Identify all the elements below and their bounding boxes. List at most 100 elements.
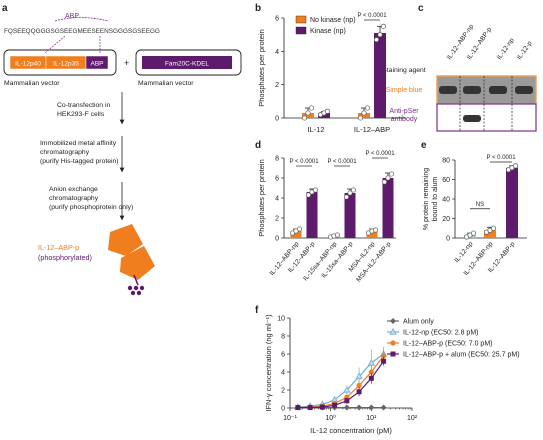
panel-b-legend-label-1: Kinase (np) xyxy=(310,28,346,35)
panel-e-letter: e xyxy=(421,140,427,151)
panel-e-0-point-2 xyxy=(470,230,477,236)
panel-f-point-3-7 xyxy=(381,358,387,364)
panel-b-ytick-label: 2 xyxy=(275,82,279,89)
phosphate-dot-2 xyxy=(139,285,145,291)
panel-b-0-1-point-2 xyxy=(324,108,331,114)
panel-e-ytick-label: 40 xyxy=(442,197,450,204)
phosphate-dot-1 xyxy=(133,285,139,291)
panel-f-legend-label-2: IL-12–ABP-p (EC50: 7.0 pM) xyxy=(403,341,493,348)
gel-band-row2-p xyxy=(463,115,481,122)
panel-b-1-1-point-1 xyxy=(377,32,383,38)
phosphate-dot-0 xyxy=(127,285,133,291)
panel-d-bar-4 xyxy=(366,231,378,238)
panel-d-2-point-2 xyxy=(334,232,341,238)
panel-d-0-pvalue: P < 0.0001 xyxy=(289,159,319,165)
abp-bracket xyxy=(54,17,109,22)
gel-band-row1-0 xyxy=(439,86,457,94)
panel-f-point-2-5 xyxy=(356,382,362,389)
panel-d-bar-0 xyxy=(290,231,302,238)
construct-block-label-1: IL-12p35 xyxy=(53,61,79,68)
panel-f-point-3-3 xyxy=(332,402,338,408)
panel-b-0-0-point-1 xyxy=(305,110,311,116)
panel-b-bar-1-1 xyxy=(374,33,386,118)
panel-d-5-point-0 xyxy=(381,179,388,185)
panel-b-1-1-point-2 xyxy=(380,23,387,29)
panel-c-letter: c xyxy=(418,3,424,14)
panel-b-legend-label-0: No kinase (np) xyxy=(310,17,356,24)
product-orange-subunit xyxy=(108,224,143,256)
panel-f-xlabel: IL-12 concentration (pM) xyxy=(310,426,392,435)
panel-f-point-2-7 xyxy=(380,353,387,359)
panel-f-legend-marker-2 xyxy=(390,340,396,346)
gel-row1-label: Simple blue xyxy=(386,87,423,94)
gel-lane-label-2: IL-12-np xyxy=(496,37,516,61)
gel-row2-box xyxy=(436,103,537,132)
vector1-label: Mammalian vector xyxy=(4,80,60,87)
panel-f-point-1-4 xyxy=(343,385,351,393)
panel-f-point-3-2 xyxy=(319,404,325,410)
panel-f-xtick-label: 10¹ xyxy=(366,415,377,422)
staining-label: Staining agent xyxy=(382,67,426,74)
panel-e-ylabel: bound to alum xyxy=(432,177,439,222)
panel-e-1-point-2 xyxy=(490,225,497,231)
panel-d-0-point-2 xyxy=(296,226,303,232)
product-name: IL-12–ABP-p xyxy=(38,243,79,252)
panel-d-5-point-1 xyxy=(385,175,391,181)
panel-e-ns-pvalue: NS xyxy=(476,202,484,208)
construct-block-label-2: ABP xyxy=(90,61,103,68)
panel-d-4-point-2 xyxy=(372,227,379,233)
panel-f-legend-label-0: Alum only xyxy=(403,319,434,326)
panel-d-bar-3 xyxy=(344,193,356,238)
panel-f-point-0-6 xyxy=(368,404,375,411)
construct-block-label-0: IL-12p40 xyxy=(15,61,41,68)
panel-b-0-0-point-0 xyxy=(301,115,308,121)
gel-band-row1-3 xyxy=(515,86,533,94)
step1-text: Co-transfection in xyxy=(57,102,110,109)
panel-d-3-point-1 xyxy=(347,190,353,196)
panel-f-legend-label-3: IL-12–ABP-p + alum (EC50: 25.7 pM) xyxy=(403,352,520,359)
panel-f-point-3-4 xyxy=(344,398,350,404)
panel-f-point-0-4 xyxy=(343,404,350,411)
phosphate-dot-3 xyxy=(130,290,136,296)
panel-d-1-pvalue: P < 0.0001 xyxy=(327,159,357,165)
panel-a-letter: a xyxy=(2,3,8,14)
panel-f-xtick-label: 10⁻¹ xyxy=(283,415,297,422)
panel-b-ytick-label: 6 xyxy=(275,16,279,23)
step2-text: chromatography xyxy=(40,149,90,156)
panel-e-bar-1 xyxy=(484,230,496,238)
panel-d-ytick-label: 8 xyxy=(275,156,279,163)
panel-b-1-0-point-0 xyxy=(357,115,364,121)
panel-f-legend-label-1: IL-12-np (EC50: 2.8 pM) xyxy=(403,330,478,337)
panel-f-ytick-label: 4 xyxy=(281,370,285,377)
product-abp-tail xyxy=(133,274,139,286)
panel-b-ytick-label: 0 xyxy=(275,116,279,123)
panel-f-letter: f xyxy=(255,305,259,316)
panel-b-1-0-point-2 xyxy=(364,105,371,111)
panel-f-legend-marker-1 xyxy=(389,327,397,335)
panel-b-0-0-point-2 xyxy=(308,105,315,111)
panel-e-ytick-label: 80 xyxy=(442,158,450,165)
step3-text: (purify phosphoprotein only) xyxy=(49,204,133,211)
panel-e-ytick-label: 60 xyxy=(442,177,450,184)
panel-e-ytick-label: 0 xyxy=(446,236,450,243)
panel-f-point-0-5 xyxy=(356,404,363,411)
panel-e-ytick-label: 20 xyxy=(442,216,450,223)
panel-d-3-point-2 xyxy=(350,187,357,193)
panel-f-point-0-7 xyxy=(380,404,387,411)
gel-row2-label: antibody xyxy=(391,116,418,123)
panel-f-xtick-label: 10⁰ xyxy=(325,414,336,422)
panel-f-legend-marker-3 xyxy=(390,351,396,357)
panel-f-legend-marker-0 xyxy=(390,318,396,324)
panel-b-1-1-point-0 xyxy=(373,37,380,43)
plus-sign: + xyxy=(124,58,129,68)
panel-d-ylabel: Phosphates per protein xyxy=(257,159,266,237)
step1-text: HEK293-F cells xyxy=(57,111,105,118)
gel-band-row1-1 xyxy=(463,86,481,94)
gel-band-row1-2 xyxy=(489,86,507,94)
kinase-block xyxy=(142,56,232,69)
panel-d-1-point-0 xyxy=(305,192,312,198)
panel-b-legend-swatch-1 xyxy=(295,26,307,35)
panel-f-xtick-label: 10² xyxy=(407,415,418,422)
kinase-block-label: Fam20C-KDEL xyxy=(165,61,209,68)
panel-f-ylabel: IFN-γ concentration (ng ml⁻¹) xyxy=(264,314,273,412)
